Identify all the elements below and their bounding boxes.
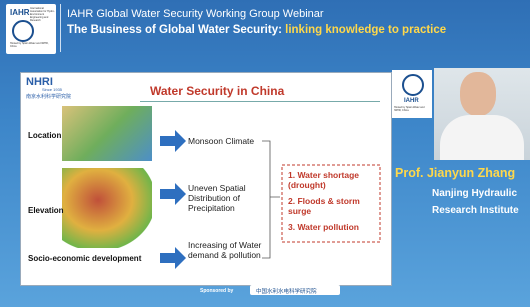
globe [12,20,34,42]
slide-logo-cn: 南京水利科学研究院 [26,93,71,100]
slide-logo-since: Since 1935 [42,87,62,92]
row-result: Uneven Spatial Distribution of Precipita… [188,183,268,213]
side-logo-name: IAHR [404,98,419,104]
logo-text: IAHR [10,8,30,17]
issue: 2. Floods & storm surge [288,196,376,216]
arrow [160,247,186,269]
screen: IAHR International Association for Hydro… [0,0,530,307]
side-logo-host: Hosted by Spain Water and IWHR, China [394,106,430,112]
arrow [160,183,186,205]
row-result: Increasing of Water demand & pollution [188,240,268,260]
issues: 1. Water shortage (drought) 2. Floods & … [288,170,376,232]
logo-caption: International Association for Hydro-Envi… [30,7,55,22]
divider [60,4,61,52]
issue: 1. Water shortage (drought) [288,170,376,190]
sponsor: 中国水利水电科学研究院 [256,287,317,295]
header-title: IAHR Global Water Security Working Group… [67,8,324,20]
logo-host: Hosted by Spain Water and IWHR, China [10,42,54,48]
speaker-shirt [440,115,524,160]
header-subtitle: The Business of Global Water Security: l… [67,24,446,36]
arrow [160,130,186,152]
row-label: Elevation [28,206,64,215]
row-label: Socio-economic development [28,254,141,263]
issue: 3. Water pollution [288,222,376,232]
location-map [62,106,152,161]
elevation-map [62,168,152,248]
speaker-affiliation: Nanjing Hydraulic [432,188,517,199]
slide-title: Water Security in China [150,84,284,98]
sponsor-label: Sponsored by [200,288,233,294]
row-result: Monsoon Climate [188,136,254,146]
subtitle: The Business of Global Water Security: [67,24,282,36]
subtitle-highlight: linking knowledge to practice [285,24,446,36]
speaker-head [460,72,496,116]
speaker-name: Prof. Jianyun Zhang [395,166,515,180]
side-globe [402,74,424,96]
row-label: Location [28,131,61,140]
speaker-affiliation: Research Institute [432,205,519,216]
